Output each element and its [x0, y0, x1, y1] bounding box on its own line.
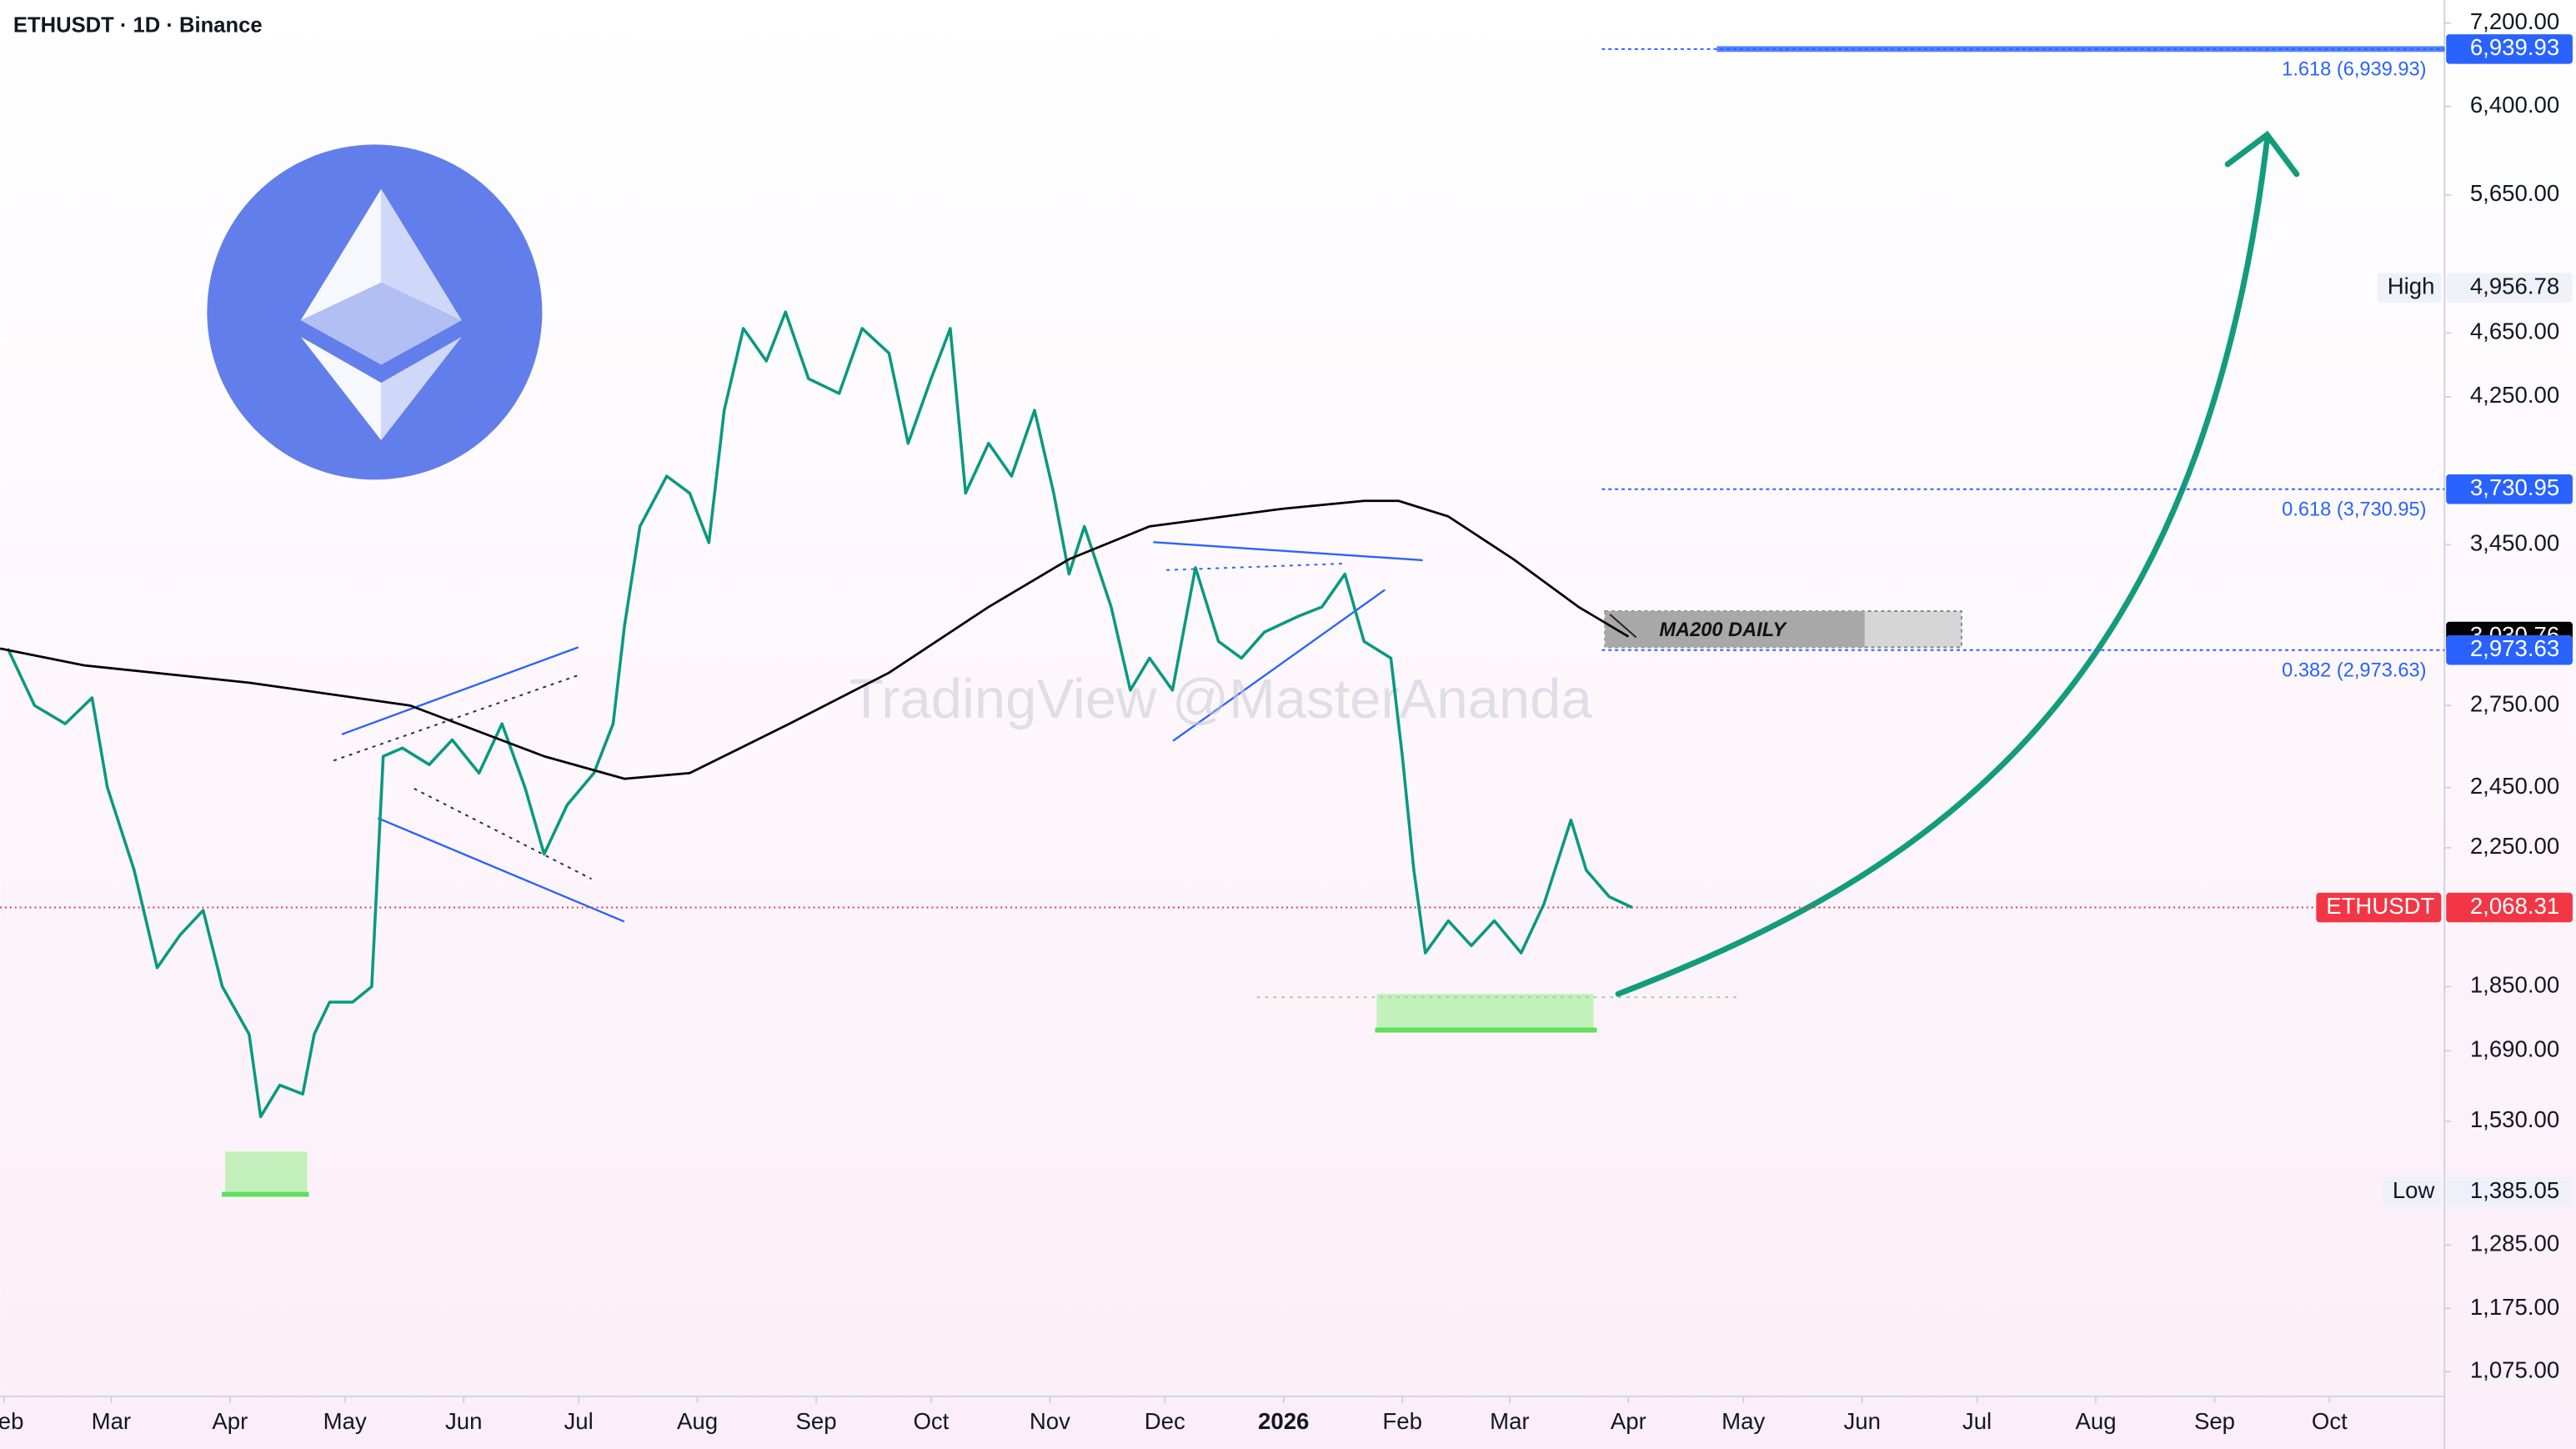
fib-label: 1.618 (6,939.93) — [2282, 59, 2426, 81]
ma-label-box — [1604, 610, 1962, 649]
y-tick-label: 1,690.00 — [2470, 1036, 2559, 1062]
price-badge-label: 4,956.78 — [2470, 273, 2559, 298]
watermark: TradingView @MasterAnanda — [849, 668, 1593, 730]
x-tick-label: Aug — [2075, 1408, 2116, 1434]
price-badge-label: 1,385.05 — [2470, 1177, 2559, 1203]
price-badge — [2446, 892, 2573, 923]
x-tick-label: Jul — [564, 1408, 593, 1434]
price-tag — [2383, 1176, 2442, 1207]
x-tick-label: Jun — [445, 1408, 482, 1434]
y-tick-label: 4,650.00 — [2470, 318, 2559, 344]
x-tick-label: Mar — [1490, 1408, 1530, 1434]
series-line — [6, 310, 1633, 1119]
y-tick-label: 1,075.00 — [2470, 1356, 2559, 1382]
pattern-dotted-lines — [333, 674, 592, 880]
x-tick-label: May — [323, 1408, 367, 1434]
x-tick-label: Sep — [2194, 1408, 2235, 1434]
x-tick-label: Oct — [2312, 1408, 2348, 1434]
pattern-lines — [341, 541, 1423, 923]
fib-label: 0.382 (2,973.63) — [2282, 660, 2426, 682]
price-tag-label: ETHUSDT — [2326, 893, 2434, 919]
price-badge — [2446, 34, 2573, 64]
support-zone — [225, 1151, 308, 1195]
price-tag — [2377, 273, 2442, 303]
price-badge-label: 2,068.31 — [2470, 893, 2559, 919]
y-tick-label: 1,175.00 — [2470, 1294, 2559, 1320]
y-tick-label: 5,650.00 — [2470, 180, 2559, 206]
price-badge-label: 6,939.93 — [2470, 34, 2559, 60]
chart-title: ETHUSDT · 1D · Binance — [13, 13, 263, 37]
y-tick-label: 1,850.00 — [2470, 972, 2559, 998]
y-tick-label: 7,200.00 — [2470, 8, 2559, 34]
x-tick-label: Feb — [1382, 1408, 1422, 1434]
price-badge-label: 2,973.63 — [2470, 635, 2559, 661]
x-tick-label: Nov — [1030, 1408, 1070, 1434]
y-tick-label: 6,400.00 — [2470, 92, 2559, 118]
price-tag — [2316, 892, 2442, 923]
x-tick-label: Feb — [0, 1408, 23, 1434]
x-tick-label: Oct — [913, 1408, 949, 1434]
series-line — [0, 499, 1630, 780]
y-tick-label: 1,285.00 — [2470, 1231, 2559, 1256]
eth-logo — [207, 144, 543, 480]
price-badge — [2446, 634, 2573, 665]
x-tick-label: Dec — [1145, 1408, 1185, 1434]
x-tick-label: Apr — [1611, 1408, 1646, 1434]
x-tick-label: Mar — [92, 1408, 132, 1434]
x-tick-label: 2026 — [1258, 1408, 1309, 1434]
price-badge — [2446, 474, 2573, 504]
x-tick-label: Apr — [212, 1408, 248, 1434]
price-badge — [2446, 1176, 2573, 1207]
y-tick-label: 2,250.00 — [2470, 833, 2559, 859]
price-badge-label: 3,730.95 — [2470, 474, 2559, 500]
projection-arrow — [1615, 130, 2300, 997]
y-tick-label: 2,450.00 — [2470, 773, 2559, 799]
x-tick-label: Jun — [1843, 1408, 1880, 1434]
price-tag-label: High — [2388, 273, 2435, 298]
y-tick-label: 1,530.00 — [2470, 1106, 2559, 1132]
x-tick-label: May — [1722, 1408, 1765, 1434]
x-tick-label: Jul — [1962, 1408, 1992, 1434]
y-tick-label: 2,750.00 — [2470, 690, 2559, 716]
ma-label: MA200 DAILY — [1659, 619, 1787, 641]
price-badge — [2446, 273, 2573, 303]
y-tick-label: 4,250.00 — [2470, 382, 2559, 408]
fib-label: 0.618 (3,730.95) — [2282, 499, 2426, 521]
x-tick-label: Sep — [795, 1408, 836, 1434]
support-zone — [1376, 994, 1594, 1030]
price-tag-label: Low — [2393, 1177, 2435, 1203]
pattern-dotted-line — [1166, 562, 1347, 571]
y-tick-label: 3,450.00 — [2470, 530, 2559, 556]
x-tick-label: Aug — [677, 1408, 718, 1434]
